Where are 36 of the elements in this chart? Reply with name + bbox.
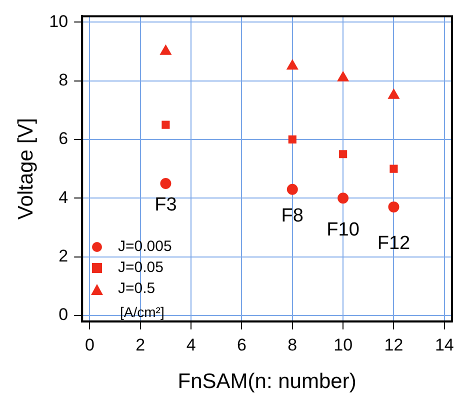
point: [288, 135, 296, 144]
y-tick-label: 4: [58, 188, 68, 207]
y-tick-label: 2: [58, 246, 68, 266]
point: [160, 178, 172, 189]
annotation: F3: [154, 194, 177, 216]
x-tick-label: 12: [384, 335, 404, 354]
x-axis-title: FnSAM(n: number): [178, 370, 356, 394]
point: [390, 164, 398, 173]
x-tick-label: 8: [288, 335, 298, 354]
y-axis-title: Voltage [V]: [14, 118, 38, 220]
x-tick-label: 2: [136, 335, 146, 354]
y-tick-label: 6: [58, 129, 68, 148]
x-tick-label: 0: [84, 335, 94, 354]
point: [388, 201, 400, 212]
point: [339, 150, 348, 158]
x-tick-label: 4: [186, 335, 196, 354]
point: [337, 71, 349, 82]
x-tick-label: 10: [334, 335, 353, 354]
point: [160, 44, 172, 55]
annotation: [A/cm²]: [120, 302, 166, 322]
legend-label: J=0.5: [118, 280, 156, 297]
legend-label: J=0.005: [118, 238, 172, 255]
y-tick-label: 0: [58, 305, 68, 324]
y-tick-label: 10: [49, 12, 68, 31]
point: [286, 184, 298, 195]
point: [286, 60, 298, 70]
annotation: F12: [377, 233, 410, 254]
annotation: F8: [281, 206, 304, 227]
x-tick-label: 14: [434, 335, 454, 354]
x-tick-label: 6: [236, 335, 246, 354]
y-tick-label: 8: [58, 70, 68, 90]
point: [162, 120, 170, 129]
point: [338, 192, 349, 204]
annotation: F10: [326, 219, 360, 240]
point: [388, 88, 400, 99]
legend-label: J=0.05: [118, 259, 164, 276]
